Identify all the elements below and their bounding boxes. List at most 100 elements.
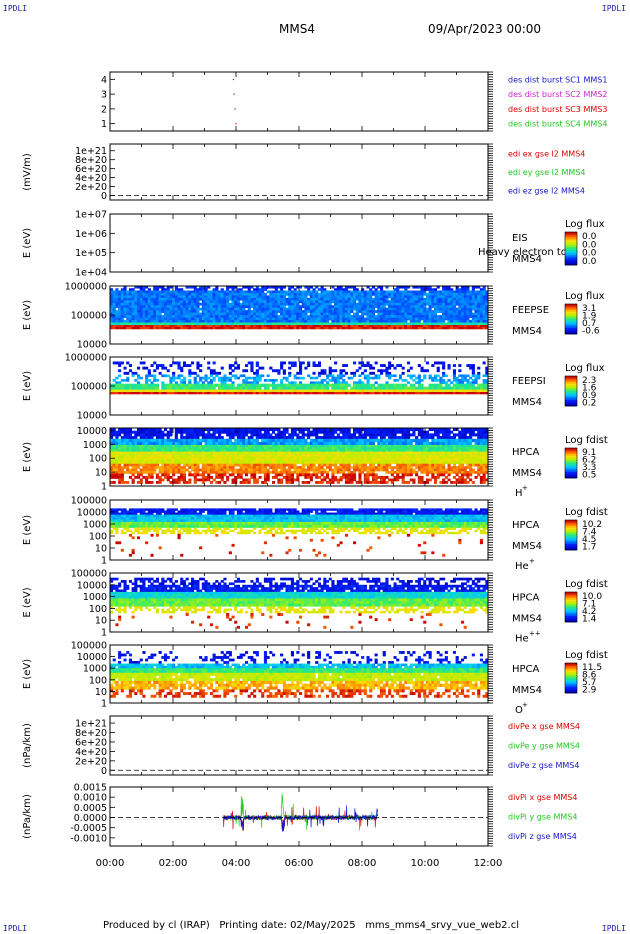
spectrogram-cell <box>118 325 122 328</box>
spectrogram-cell <box>444 288 448 291</box>
spectrogram-cell <box>196 317 200 321</box>
spectrogram-cell <box>385 438 389 443</box>
spectrogram-cell <box>139 310 143 313</box>
spectrogram-cell <box>118 310 122 313</box>
spectrogram-cell <box>477 438 481 443</box>
spectrogram-cell <box>255 305 259 309</box>
spectrogram-cell <box>199 438 203 443</box>
spectrogram-cell <box>199 290 203 294</box>
spectrogram-cell <box>299 447 303 450</box>
spectrogram-cell <box>455 300 459 304</box>
spectrogram-cell <box>471 430 475 434</box>
spectrogram-cell <box>239 327 243 330</box>
spectrogram-cell <box>277 369 281 373</box>
spectrogram-cell <box>436 392 440 395</box>
spectrogram-cell <box>185 305 189 309</box>
spectrogram-cell <box>126 292 130 296</box>
spectrogram-cell <box>261 312 265 316</box>
spectrogram-cell <box>315 295 319 299</box>
spectrogram-cell <box>212 302 216 306</box>
spectrogram-cell <box>309 444 313 448</box>
spectrogram-cell <box>482 433 486 437</box>
spectrogram-cell <box>412 312 416 316</box>
spectrogram-cell <box>412 286 416 289</box>
spectrogram-cell <box>328 307 332 311</box>
spectrogram-cell <box>293 438 297 443</box>
spectrogram-cell <box>479 386 483 390</box>
spectrogram-cell <box>328 317 332 321</box>
spectrogram-cell <box>191 325 195 328</box>
spectrogram-cell <box>153 430 157 434</box>
spectrogram-cell <box>334 297 338 301</box>
spectrogram-cell <box>139 307 143 311</box>
spectrogram-cell <box>417 364 421 367</box>
spectrogram-cell <box>361 383 365 387</box>
spectrogram-cell <box>312 305 316 309</box>
spectrogram-cell <box>447 302 451 306</box>
spectrogram-cell <box>288 447 292 450</box>
spectrogram-cell <box>371 436 375 440</box>
spectrogram-cell <box>223 441 227 446</box>
spectrogram-cell <box>417 389 421 393</box>
spectrogram-cell <box>358 310 362 313</box>
ipdli-label-bottom-left: IPDLI <box>3 924 28 933</box>
spectrogram-cell <box>223 386 227 390</box>
spectrogram-cell <box>434 292 438 296</box>
spectrogram-cell <box>479 430 483 434</box>
spectrogram-cell <box>234 389 238 393</box>
spectrogram-cell <box>223 428 227 431</box>
spectrogram-cell <box>126 433 130 437</box>
spectrogram-cell <box>258 320 262 323</box>
spectrogram-cell <box>209 310 213 313</box>
spectrogram-cell <box>234 438 238 443</box>
spectrogram-cell <box>115 315 119 318</box>
spectrogram-cell <box>417 383 421 387</box>
colorbar-tick-label: 3.1 <box>582 304 596 314</box>
spectrogram-cell <box>466 310 470 313</box>
spectrogram-cell <box>425 288 429 291</box>
spectrogram-cell <box>355 295 359 299</box>
spectrogram-cell <box>301 386 305 390</box>
spectrogram-cell <box>380 312 384 316</box>
spectrogram-cell <box>485 381 489 384</box>
spectrogram-cell <box>444 312 448 316</box>
spectrogram-cell <box>277 392 281 395</box>
spectrogram-cell <box>128 392 132 395</box>
spectrogram-cell <box>315 327 319 330</box>
spectrogram-cell <box>482 389 486 393</box>
spectrogram-cell <box>220 376 224 380</box>
spectrogram-cell <box>228 371 232 375</box>
spectrogram-cell <box>134 389 138 393</box>
spectrogram-cell <box>452 297 456 301</box>
spectrogram-cell <box>118 430 122 434</box>
spectrogram-cell <box>223 297 227 301</box>
spectrogram-cell <box>112 392 116 395</box>
spectrogram-cell <box>161 292 165 296</box>
spectrogram-cell <box>261 441 265 446</box>
spectrogram-cell <box>358 383 362 387</box>
spectrogram-cell <box>377 327 381 330</box>
spectrogram-cell <box>231 317 235 321</box>
spectrogram-cell <box>326 295 330 299</box>
spectrogram-cell <box>347 433 351 437</box>
spectrogram-cell <box>293 441 297 446</box>
spectrogram-cell <box>409 317 413 321</box>
spectrogram-cell <box>204 447 208 450</box>
spectrogram-cell <box>272 386 276 390</box>
spectrogram-cell <box>358 317 362 321</box>
spectrogram-cell <box>317 300 321 304</box>
spectrogram-cell <box>209 381 213 384</box>
spectrogram-cell <box>323 295 327 299</box>
spectrogram-cell <box>201 302 205 306</box>
spectrogram-cell <box>401 433 405 437</box>
spectrogram-cell <box>145 428 149 431</box>
y-tick-label: 1e+21 <box>75 146 107 157</box>
spectrogram-cell <box>120 310 124 313</box>
spectrogram-cell <box>447 320 451 323</box>
spectrogram-cell <box>317 317 321 321</box>
spectrogram-cell <box>169 430 173 434</box>
spectrogram-cell <box>396 317 400 321</box>
spectrogram-cell <box>336 302 340 306</box>
spectrogram-cell <box>407 292 411 296</box>
spectrogram-cell <box>209 441 213 446</box>
